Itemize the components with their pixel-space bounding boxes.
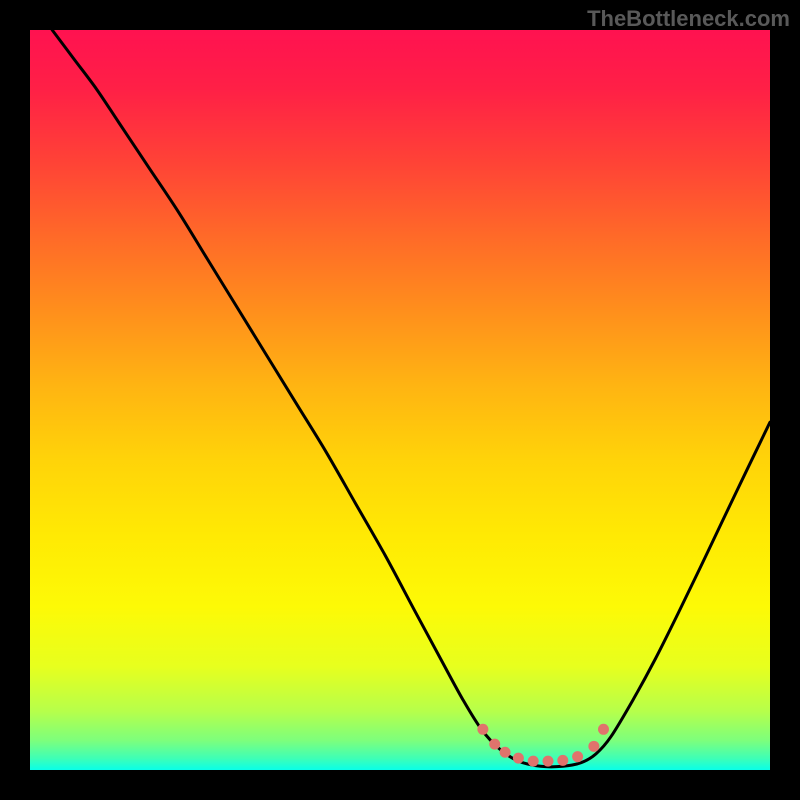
chart-container: TheBottleneck.com: [0, 0, 800, 800]
marker-dot: [528, 756, 539, 767]
marker-dot: [557, 755, 568, 766]
marker-dot: [513, 753, 524, 764]
gradient-background: [30, 30, 770, 770]
marker-dot: [500, 747, 511, 758]
marker-dot: [477, 724, 488, 735]
marker-dot: [489, 739, 500, 750]
watermark-text: TheBottleneck.com: [587, 6, 790, 32]
marker-dot: [588, 741, 599, 752]
marker-dot: [572, 751, 583, 762]
marker-dot: [598, 724, 609, 735]
plot-area: [30, 30, 770, 770]
marker-dot: [543, 756, 554, 767]
bottleneck-chart: [30, 30, 770, 770]
